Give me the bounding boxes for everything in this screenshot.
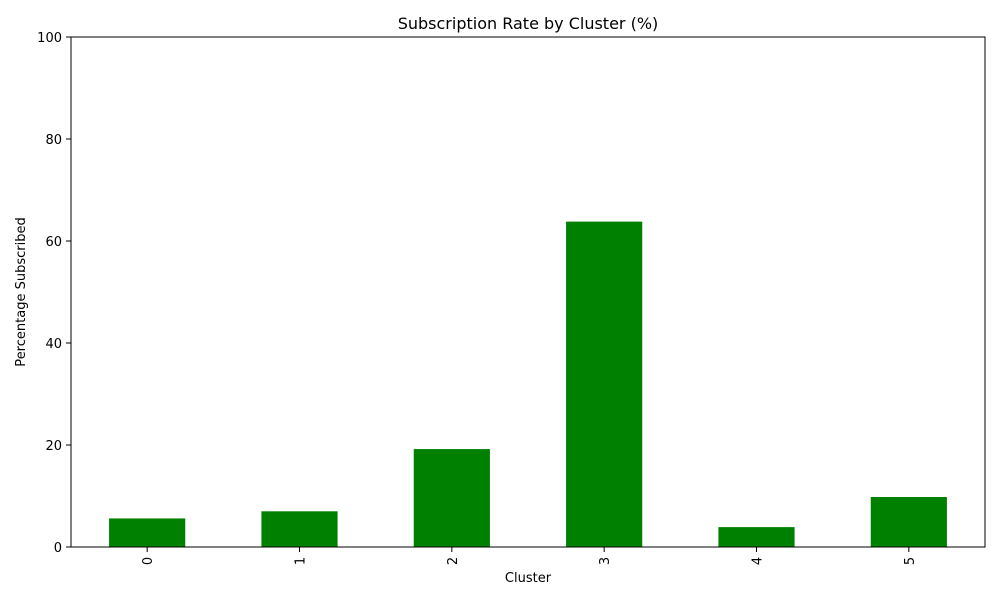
x-tick-label: 0: [141, 557, 156, 565]
x-tick-label: 2: [446, 557, 461, 565]
x-tick-label: 1: [294, 557, 309, 565]
x-tick-label: 5: [903, 557, 918, 565]
x-axis-label: Cluster: [505, 571, 552, 586]
bar-cluster-0: [109, 518, 186, 547]
x-axis: 0 1 2 3 4 5: [141, 547, 918, 565]
y-tick-label: 100: [37, 31, 62, 46]
bars-layer: [109, 221, 947, 547]
x-tick-label: 3: [598, 557, 613, 565]
bar-cluster-2: [413, 449, 490, 547]
x-tick-label: 4: [751, 557, 766, 565]
y-axis: 0 20 40 60 80 100: [37, 31, 71, 556]
y-tick-label: 80: [45, 133, 62, 148]
bar-cluster-5: [870, 497, 947, 547]
y-tick-label: 40: [45, 337, 62, 352]
chart-title: Subscription Rate by Cluster (%): [398, 14, 659, 33]
plot-frame: [70, 36, 986, 548]
y-tick-label: 60: [45, 235, 62, 250]
y-axis-label: Percentage Subscribed: [14, 217, 29, 366]
bar-cluster-1: [261, 511, 338, 547]
bar-cluster-4: [718, 527, 795, 547]
y-tick-label: 20: [45, 439, 62, 454]
bar-cluster-3: [566, 221, 643, 547]
y-tick-label: 0: [54, 541, 62, 556]
